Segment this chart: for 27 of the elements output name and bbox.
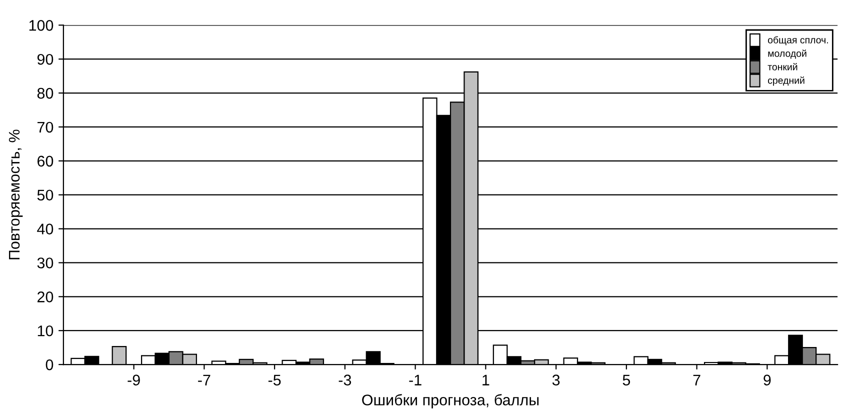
y-tick-label: 30 — [37, 258, 54, 268]
x-tick-label: 9 — [764, 374, 771, 386]
y-tick-label: 60 — [38, 156, 54, 167]
y-tick-label: 80 — [37, 88, 54, 99]
x-tick-label: 3 — [552, 374, 560, 386]
y-tick-label: 70 — [38, 122, 54, 133]
legend-label: средний — [768, 76, 804, 86]
y-tick-label: 0 — [46, 359, 54, 370]
legend-label: молодой — [768, 50, 806, 59]
y-tick-label: 20 — [38, 292, 54, 302]
x-tick-label: -1 — [409, 374, 422, 386]
legend-label: тонкий — [768, 63, 798, 70]
x-tick-label: -3 — [338, 374, 352, 386]
legend-label: общая сплоч. — [768, 36, 828, 46]
x-tick-label: 5 — [622, 374, 630, 386]
y-axis-title: Повторяемость, % — [8, 130, 23, 260]
x-axis-title: Ошибки прогноза, баллы — [362, 394, 539, 408]
x-tick-label: -9 — [128, 374, 140, 386]
x-tick-label: 7 — [693, 374, 700, 386]
x-tick-label: 1 — [482, 374, 490, 386]
y-tick-label: 90 — [37, 54, 54, 65]
y-tick-label: 50 — [37, 190, 54, 201]
x-tick-label: -5 — [268, 374, 281, 386]
y-tick-label: 100 — [29, 20, 54, 31]
y-tick-label: 10 — [38, 325, 54, 336]
x-tick-label: -7 — [198, 374, 210, 386]
y-tick-label: 40 — [37, 224, 54, 234]
